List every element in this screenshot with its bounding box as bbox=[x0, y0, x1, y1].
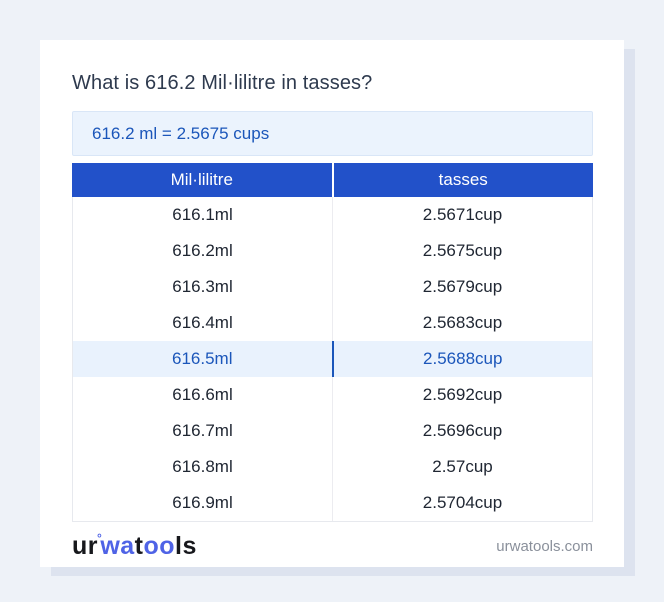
table-row: 616.1ml 2.5671cup bbox=[73, 197, 592, 233]
cell-ml: 616.2ml bbox=[73, 233, 333, 269]
converter-card: What is 616.2 Mil·lilitre in tasses? 616… bbox=[40, 40, 624, 567]
cell-cup: 2.5683cup bbox=[422, 313, 503, 332]
cell-ml: 616.1ml bbox=[73, 197, 333, 233]
column-header-tasses: tasses bbox=[438, 170, 488, 189]
table-row-highlighted: 616.5ml 2.5688cup bbox=[73, 341, 592, 377]
cell-ml: 616.7ml bbox=[73, 413, 333, 449]
conversion-table: Mil·lilitre tasses 616.1ml 2.5671cup 616… bbox=[72, 163, 593, 522]
cell-ml: 616.8ml bbox=[73, 449, 333, 485]
page-title: What is 616.2 Mil·lilitre in tasses? bbox=[72, 72, 373, 94]
conversion-result-text: 616.2 ml = 2.5675 cups bbox=[92, 123, 270, 143]
urwatools-logo[interactable]: ur°watools bbox=[72, 530, 197, 560]
cell-cup: 2.5696cup bbox=[422, 421, 503, 440]
logo-text-dark: t bbox=[134, 531, 144, 560]
cell-cup: 2.5679cup bbox=[422, 277, 503, 296]
cell-cup: 2.5688cup bbox=[423, 349, 503, 368]
conversion-result-box: 616.2 ml = 2.5675 cups bbox=[72, 111, 593, 156]
cell-cup: 2.5675cup bbox=[422, 241, 503, 260]
table-row: 616.3ml 2.5679cup bbox=[73, 269, 592, 305]
logo-degree-icon: ° bbox=[97, 530, 103, 545]
card-footer: ur°watools urwatools.com bbox=[72, 525, 593, 567]
table-row: 616.2ml 2.5675cup bbox=[73, 233, 592, 269]
cell-ml: 616.6ml bbox=[73, 377, 333, 413]
table-body: 616.1ml 2.5671cup 616.2ml 2.5675cup 616.… bbox=[72, 197, 593, 522]
logo-text-blue: wa bbox=[100, 531, 135, 560]
column-header-millilitre: Mil·lilitre bbox=[72, 163, 334, 197]
table-row: 616.7ml 2.5696cup bbox=[73, 413, 592, 449]
cell-ml: 616.3ml bbox=[73, 269, 333, 305]
logo-text-dark: ls bbox=[175, 531, 197, 560]
cell-cup: 2.57cup bbox=[432, 457, 493, 476]
cell-cup: 2.5704cup bbox=[422, 493, 503, 512]
logo-text-dark: ur bbox=[72, 531, 98, 560]
cell-cup: 2.5692cup bbox=[422, 385, 503, 404]
logo-oo-glasses-icon: oo bbox=[143, 531, 176, 560]
table-row: 616.6ml 2.5692cup bbox=[73, 377, 592, 413]
cell-ml: 616.5ml bbox=[73, 341, 334, 377]
table-row: 616.4ml 2.5683cup bbox=[73, 305, 592, 341]
cell-ml: 616.9ml bbox=[73, 485, 333, 521]
cell-cup: 2.5671cup bbox=[422, 205, 503, 224]
cell-ml: 616.4ml bbox=[73, 305, 333, 341]
table-row: 616.9ml 2.5704cup bbox=[73, 485, 592, 521]
table-header-row: Mil·lilitre tasses bbox=[72, 163, 593, 197]
site-domain: urwatools.com bbox=[496, 537, 593, 555]
table-row: 616.8ml 2.57cup bbox=[73, 449, 592, 485]
